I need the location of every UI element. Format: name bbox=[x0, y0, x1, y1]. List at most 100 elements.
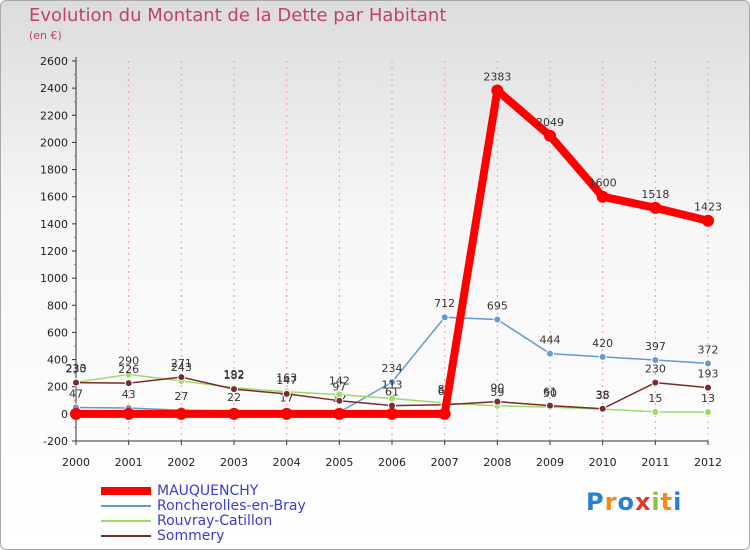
logo-letter: o bbox=[617, 488, 635, 516]
data-point bbox=[544, 129, 556, 142]
data-label: 290 bbox=[118, 355, 139, 368]
legend-swatch bbox=[101, 534, 151, 537]
data-label: 35 bbox=[596, 389, 610, 402]
data-label: 43 bbox=[122, 388, 136, 401]
data-point bbox=[335, 396, 344, 405]
legend-label: Rouvray-Catillon bbox=[157, 512, 273, 529]
data-label: 230 bbox=[66, 363, 87, 376]
y-tick-label: 1200 bbox=[40, 245, 68, 258]
data-point bbox=[124, 370, 133, 379]
data-point bbox=[546, 401, 554, 410]
proxiti-logo: Proxiti bbox=[586, 488, 682, 516]
data-label: 243 bbox=[171, 361, 192, 374]
data-point bbox=[438, 407, 451, 420]
data-label: 420 bbox=[592, 337, 613, 350]
data-label: 90 bbox=[490, 382, 504, 395]
data-label: 226 bbox=[118, 363, 139, 376]
data-label: 182 bbox=[224, 369, 245, 382]
data-point bbox=[388, 378, 396, 387]
data-label: 1600 bbox=[589, 177, 617, 190]
data-point bbox=[598, 352, 607, 361]
data-label: 61 bbox=[543, 386, 557, 399]
legend-label: Sommery bbox=[157, 527, 225, 544]
y-tick-label: 400 bbox=[47, 354, 68, 367]
data-point bbox=[177, 373, 186, 382]
x-tick-label: 2007 bbox=[431, 456, 459, 469]
data-point bbox=[651, 378, 660, 387]
data-point bbox=[175, 407, 188, 420]
x-tick-label: 2006 bbox=[378, 456, 406, 469]
x-tick-label: 2012 bbox=[694, 456, 722, 469]
data-point bbox=[704, 383, 712, 392]
legend-label: MAUQUENCHY bbox=[157, 482, 259, 499]
x-tick-label: 2002 bbox=[167, 456, 195, 469]
data-point bbox=[546, 349, 554, 358]
x-tick-label: 2001 bbox=[115, 456, 143, 469]
data-point bbox=[386, 407, 398, 420]
x-tick-label: 2008 bbox=[483, 456, 511, 469]
x-tick-label: 2009 bbox=[536, 456, 564, 469]
data-label: 444 bbox=[540, 334, 561, 347]
data-label: 2383 bbox=[483, 70, 511, 83]
x-tick-label: 2004 bbox=[273, 456, 301, 469]
legend-swatch bbox=[101, 486, 151, 495]
data-point bbox=[596, 190, 609, 203]
legend-item: Rouvray-Catillon bbox=[101, 512, 306, 529]
data-label: 233 bbox=[66, 362, 87, 375]
data-label: 15 bbox=[648, 392, 662, 405]
data-label: 97 bbox=[332, 381, 346, 394]
y-tick-label: 2200 bbox=[40, 109, 68, 122]
data-label: 113 bbox=[382, 379, 403, 392]
y-tick-label: 2400 bbox=[40, 82, 68, 95]
data-label: 1518 bbox=[641, 188, 669, 201]
data-point bbox=[704, 408, 712, 417]
y-tick-label: 1400 bbox=[40, 218, 68, 231]
legend-item: Sommery bbox=[101, 527, 306, 544]
y-tick-label: 800 bbox=[47, 299, 68, 312]
data-point bbox=[493, 315, 502, 324]
data-label: 13 bbox=[701, 392, 715, 405]
legend-item: Roncherolles-en-Bray bbox=[101, 497, 306, 514]
data-label: 271 bbox=[171, 357, 192, 370]
x-tick-label: 2003 bbox=[220, 456, 248, 469]
logo-letter: x bbox=[634, 488, 652, 516]
data-point bbox=[598, 404, 607, 413]
y-tick-label: 600 bbox=[47, 326, 68, 339]
data-label: 47 bbox=[69, 387, 83, 400]
data-label: 1423 bbox=[694, 201, 722, 214]
data-label: 142 bbox=[329, 375, 350, 388]
chart-subtitle: (en €) bbox=[29, 29, 62, 42]
y-tick-label: 1000 bbox=[40, 272, 68, 285]
data-point bbox=[702, 214, 714, 227]
y-tick-label: 1600 bbox=[40, 191, 68, 204]
data-point bbox=[230, 385, 238, 394]
data-point bbox=[651, 355, 660, 364]
x-tick-label: 2011 bbox=[641, 456, 669, 469]
legend-swatch bbox=[101, 504, 151, 507]
data-point bbox=[124, 379, 133, 388]
data-label: 397 bbox=[645, 340, 666, 353]
chart-legend: MAUQUENCHY Roncherolles-en-Bray Rouvray-Ca… bbox=[101, 482, 306, 544]
data-point bbox=[440, 313, 449, 322]
y-tick-label: 2000 bbox=[40, 136, 68, 149]
legend-label: Roncherolles-en-Bray bbox=[157, 497, 306, 514]
legend-swatch bbox=[101, 519, 151, 522]
data-point bbox=[493, 397, 502, 406]
data-label: 50 bbox=[543, 387, 557, 400]
data-point bbox=[122, 407, 135, 420]
x-tick-label: 2010 bbox=[589, 456, 617, 469]
data-point bbox=[491, 84, 504, 97]
data-label: 2049 bbox=[536, 116, 564, 129]
data-point bbox=[70, 407, 82, 420]
data-point bbox=[651, 407, 660, 416]
data-point bbox=[333, 407, 346, 420]
y-tick-label: 200 bbox=[47, 381, 68, 394]
data-label: 695 bbox=[487, 300, 508, 313]
logo-letter: r bbox=[604, 488, 618, 516]
data-point bbox=[228, 407, 240, 420]
y-tick-label: -200 bbox=[43, 435, 68, 448]
logo-letter: i bbox=[651, 488, 661, 516]
data-label: 27 bbox=[174, 390, 188, 403]
y-tick-label: 2600 bbox=[40, 55, 68, 68]
